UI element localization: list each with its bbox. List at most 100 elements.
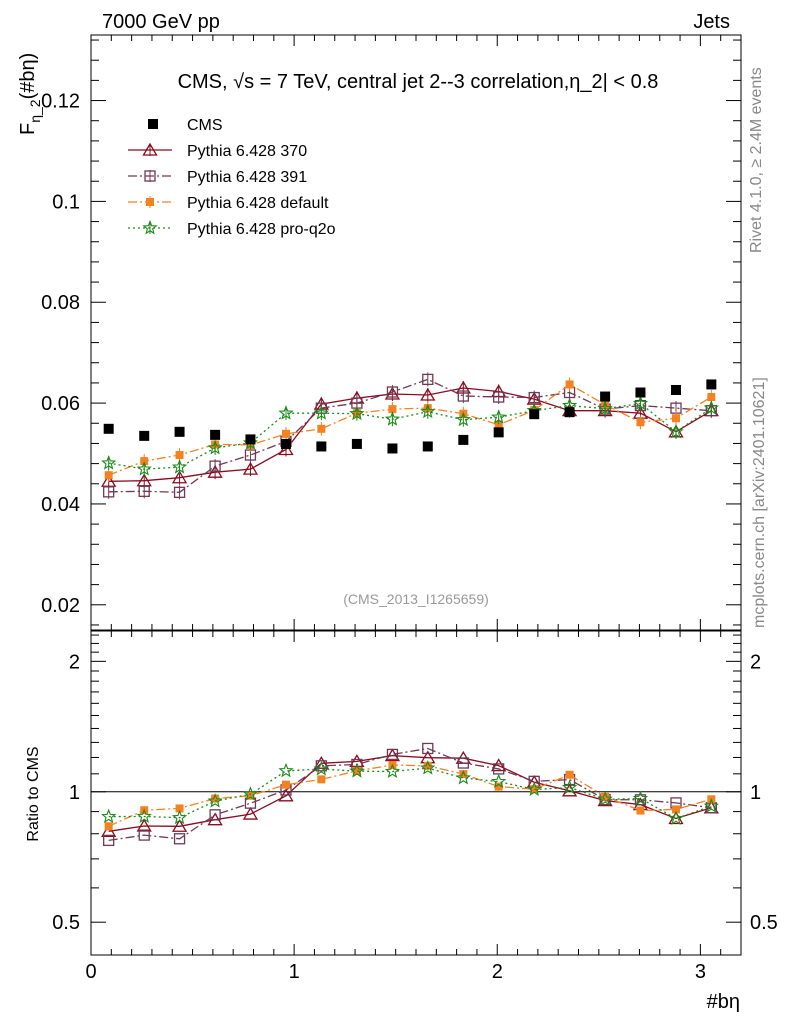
y-tick-label: 0.08 — [41, 292, 80, 314]
point-cms — [635, 387, 646, 398]
legend-marker-p391 — [144, 170, 156, 182]
ratio-y-tick-label-right: 2 — [750, 651, 761, 673]
ratio-point-pdefault — [211, 794, 220, 803]
mcplots-label: mcplots.cern.ch [arXiv:2401.10621] — [751, 377, 768, 628]
point-p391 — [493, 391, 505, 403]
chart-title: CMS, √s = 7 TeV, central jet 2--3 correl… — [178, 71, 659, 93]
rivet-label: Rivet 4.1.0, ≥ 2.4M events — [748, 67, 765, 253]
legend-label-p391: Pythia 6.428 391 — [187, 169, 307, 186]
ratio-point-p391 — [634, 794, 647, 806]
ratio-point-pdefault — [601, 792, 610, 801]
ratio-line-p370 — [108, 754, 712, 832]
point-p370 — [420, 387, 436, 401]
point-cms — [245, 434, 256, 445]
point-p391 — [422, 373, 434, 386]
point-pdefault — [636, 418, 645, 427]
ratio-point-pq2o — [278, 762, 294, 778]
point-pdefault — [707, 393, 716, 402]
point-pdefault — [317, 424, 326, 433]
point-pdefault — [494, 420, 503, 429]
ratio-point-pq2o — [207, 793, 223, 808]
ratio-point-pq2o — [101, 808, 117, 824]
ratio-point-pq2o — [313, 761, 329, 776]
series-line-p370 — [108, 387, 712, 482]
ratio-series — [91, 742, 741, 847]
ratio-point-pq2o — [171, 809, 188, 825]
point-cms — [174, 426, 185, 437]
legend-marker-p370 — [142, 142, 158, 156]
point-pq2o — [278, 405, 294, 420]
ratio-point-pdefault — [459, 770, 468, 779]
y-axis-label-main: F — [17, 123, 39, 135]
y-tick-label: 0.1 — [52, 191, 80, 213]
ratio-y-label: Ratio to CMS — [25, 746, 42, 841]
ratio-point-p370 — [207, 812, 223, 826]
point-pq2o — [420, 403, 436, 419]
series-line-p391 — [108, 378, 712, 493]
point-cms — [351, 438, 362, 449]
x-tick-label: 2 — [492, 961, 503, 983]
point-pq2o — [597, 400, 613, 416]
point-pq2o — [703, 400, 719, 415]
legend-label-pq2o: Pythia 6.428 pro-q2o — [187, 221, 336, 238]
ratio-y-tick-label: 0.5 — [52, 912, 80, 934]
point-cms — [387, 443, 398, 454]
point-pdefault — [175, 451, 184, 460]
ratio-point-pdefault — [494, 782, 503, 791]
ratio-point-pq2o — [668, 810, 684, 826]
watermark: (CMS_2013_I1265659) — [343, 591, 489, 607]
ratio-point-p370 — [349, 754, 365, 768]
point-pdefault — [140, 457, 149, 466]
point-pdefault — [388, 405, 397, 414]
y-tick-label: 0.04 — [41, 494, 80, 516]
data-series — [101, 372, 719, 500]
ratio-point-pq2o — [526, 781, 542, 796]
ratio-point-pq2o — [703, 798, 719, 813]
ratio-point-p391 — [457, 757, 469, 769]
ratio-point-pdefault — [565, 770, 574, 779]
point-cms — [493, 427, 504, 438]
ratio-point-pq2o — [136, 808, 152, 824]
x-tick-label: 1 — [289, 961, 300, 983]
ratio-point-pdefault — [246, 791, 255, 800]
ratio-y-tick-label-right: 1 — [750, 782, 761, 804]
ratio-point-p391 — [173, 833, 186, 845]
point-pq2o — [491, 409, 507, 424]
point-cms — [281, 438, 291, 449]
point-cms — [671, 384, 681, 395]
point-cms — [600, 391, 611, 402]
x-tick-label: 0 — [85, 961, 96, 983]
legend-label-p370: Pythia 6.428 370 — [187, 143, 307, 160]
point-pq2o — [632, 395, 649, 411]
ratio-point-pq2o — [349, 763, 365, 778]
ratio-point-p370 — [171, 819, 188, 832]
energy-label: 7000 GeV pp — [102, 11, 220, 33]
ratio-point-pq2o — [491, 773, 507, 789]
point-p391 — [457, 390, 469, 402]
y-tick-label: 0.02 — [41, 595, 80, 617]
ratio-point-p391 — [103, 834, 115, 847]
point-pq2o — [668, 423, 684, 439]
ratio-point-p391 — [386, 748, 399, 761]
ratio-line-pdefault — [108, 764, 712, 827]
point-p391 — [528, 391, 540, 404]
ratio-point-pdefault — [530, 785, 539, 794]
ratio-point-pq2o — [384, 763, 401, 778]
point-p391 — [103, 486, 115, 498]
y-axis-label-tail: (#bη) — [17, 53, 39, 100]
point-pdefault — [104, 471, 113, 480]
ratio-point-pdefault — [282, 780, 290, 789]
point-cms — [529, 409, 540, 420]
point-cms — [210, 429, 221, 440]
ratio-point-p370 — [491, 758, 507, 772]
point-pq2o — [349, 405, 365, 421]
category-label: Jets — [693, 11, 730, 33]
legend-marker-pq2o — [142, 219, 158, 235]
series-line-pdefault — [108, 383, 712, 476]
ratio-point-p391 — [315, 760, 327, 772]
point-p370 — [171, 470, 188, 484]
ratio-point-p391 — [138, 829, 150, 841]
legend: CMS Pythia 6.428 370 Pythia 6.428 391 Pythi… — [128, 117, 336, 238]
x-axis-label: #bη — [707, 991, 740, 1013]
